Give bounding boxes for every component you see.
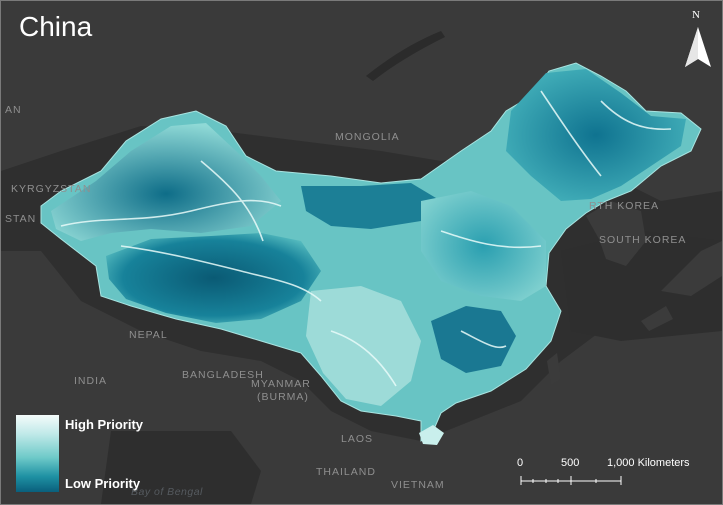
- bay-of-bengal-water: [101, 431, 261, 504]
- label-thailand: THAILAND: [316, 466, 376, 478]
- label-mongolia: MONGOLIA: [335, 131, 400, 143]
- label-nepal: NEPAL: [129, 329, 168, 341]
- label-myanmar: MYANMAR: [251, 378, 311, 390]
- sea-east: [561, 231, 722, 341]
- label-edge-fragment-1: AN: [5, 104, 22, 116]
- scale-tick-1000: 1,000 Kilometers: [607, 457, 690, 469]
- japan-islands: [641, 241, 722, 331]
- taiwan-island: [547, 353, 561, 385]
- legend-low-label: Low Priority: [65, 476, 141, 491]
- label-edge-fragment-2: STAN: [5, 213, 37, 225]
- map-title: China: [19, 11, 93, 42]
- label-laos: LAOS: [341, 433, 374, 445]
- central-low-priority-area: [431, 306, 516, 373]
- label-north-korea: RTH KOREA: [589, 200, 660, 212]
- label-kyrgyzstan: KYRGYZSTAN: [11, 183, 92, 195]
- label-bay-of-bengal: Bay of Bengal: [131, 486, 203, 498]
- label-myanmar-burma: (BURMA): [257, 391, 309, 403]
- legend-high-label: High Priority: [65, 417, 144, 432]
- priority-legend-colorbar: [16, 415, 59, 492]
- label-bangladesh: BANGLADESH: [182, 369, 264, 381]
- northeast-region: [506, 69, 686, 201]
- inner-mongolia-region: [301, 183, 441, 229]
- scale-tick-0: 0: [517, 457, 524, 469]
- label-vietnam: VIETNAM: [391, 479, 445, 491]
- tibet-plateau-region: [106, 233, 321, 323]
- east-central-region: [421, 191, 546, 301]
- lake-baikal: [366, 31, 445, 81]
- north-arrow-icon: [685, 27, 711, 67]
- scale-bar: [520, 476, 622, 485]
- southwest-region: [306, 286, 421, 406]
- hainan-island: [419, 425, 444, 445]
- north-letter: N: [692, 9, 700, 21]
- xinjiang-region: [51, 123, 281, 241]
- high-priority-streaks: [60, 90, 672, 387]
- korea-peninsula: [586, 201, 646, 266]
- label-india: INDIA: [74, 375, 108, 387]
- scale-tick-500: 500: [561, 457, 580, 469]
- label-south-korea: SOUTH KOREA: [599, 234, 687, 246]
